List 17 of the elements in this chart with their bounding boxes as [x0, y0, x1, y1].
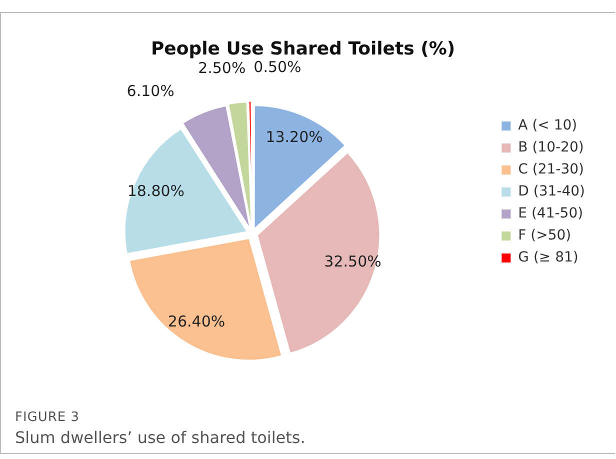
legend-label: G (≥ 81) — [518, 250, 578, 266]
data-label: 26.40% — [168, 312, 226, 330]
legend-label: E (41-50) — [518, 206, 584, 222]
legend-label: A (< 10) — [518, 118, 578, 134]
data-label: 32.50% — [324, 252, 382, 271]
text: Slum dwellers’ use of shared toilets. — [15, 428, 306, 447]
data-label: 18.80% — [127, 182, 185, 200]
data-label: 0.50% — [254, 58, 302, 76]
legend-label: C (21-30) — [518, 162, 584, 178]
data-label: 13.20% — [266, 128, 323, 146]
legend-label: D (31-40) — [518, 184, 586, 200]
chart-title: People Use Shared Toilets (%) — [150, 38, 456, 60]
data-label: 6.10% — [126, 82, 174, 100]
legend-label: B (10-20) — [518, 140, 584, 156]
legend-label: F (>50) — [518, 228, 572, 244]
caption: FIGURE 3 — [15, 410, 81, 425]
data-label: 2.50% — [198, 58, 246, 77]
